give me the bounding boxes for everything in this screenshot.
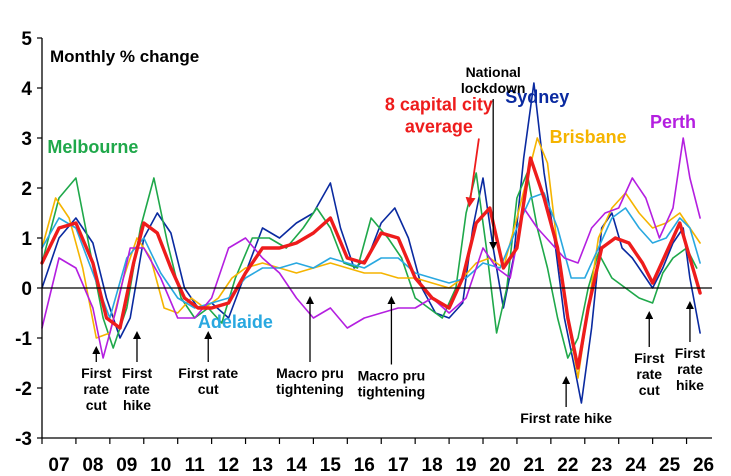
x-tick-label: 22	[557, 455, 578, 476]
annotation-label-line: tightening	[276, 381, 344, 397]
y-tick-label: 4	[21, 79, 32, 100]
annotation-label-line: First	[81, 365, 112, 381]
series-layer	[40, 82, 702, 404]
annotation-label-line: hike	[676, 377, 704, 393]
series-line-brisbane	[41, 137, 701, 379]
series-label-line: average	[405, 117, 473, 137]
annotation-label: First rate hike	[520, 410, 612, 426]
annotation-label-line: hike	[123, 397, 151, 413]
x-tick-label: 16	[354, 455, 375, 476]
series-label-sydney: Sydney	[505, 87, 569, 107]
annotation-label: First rate cut	[81, 365, 112, 413]
x-tick-label: 07	[48, 455, 69, 476]
series-label-adelaide: Adelaide	[198, 312, 273, 332]
x-tick-label: 10	[150, 455, 171, 476]
x-tick-label: 24	[625, 455, 647, 476]
y-tick-label: 1	[21, 229, 32, 250]
annotation-label-line: Macro pru	[276, 365, 344, 381]
y-tick-label: 5	[21, 29, 32, 50]
label-layer: Melbourne Sydney Brisbane Perth Adelaide 8 ca…	[47, 87, 696, 332]
x-tick-label: 12	[218, 455, 239, 476]
annotation-label-line: rate	[636, 366, 662, 382]
annotation-label: National lockdown	[461, 64, 526, 96]
x-tick-label: 23	[591, 455, 612, 476]
annotation-label-line: cut	[198, 381, 219, 397]
annotation-label-line: National	[466, 64, 521, 80]
y-tick-label: -3	[15, 429, 32, 450]
x-tick-label: 11	[185, 455, 206, 476]
series-label-line: Brisbane	[550, 127, 627, 147]
series-label-line: Perth	[650, 112, 696, 132]
annotation-label: First rate cut	[178, 365, 238, 397]
series-label-melbourne: Melbourne	[47, 137, 138, 157]
x-tick-label: 15	[320, 455, 342, 476]
x-tick-label: 17	[388, 455, 409, 476]
annotation-label: First rate hike	[675, 345, 706, 393]
annotation-label-line: tightening	[358, 384, 426, 400]
annotation-label-line: Macro pru	[358, 368, 426, 384]
series-line-adelaide	[41, 192, 701, 319]
x-tick-label: 18	[422, 455, 443, 476]
x-tick-label: 14	[286, 455, 308, 476]
chart-title: Monthly % change	[50, 47, 199, 66]
annotation-label-line: rate	[83, 381, 109, 397]
x-tick-label: 09	[116, 455, 137, 476]
x-tick-label: 13	[252, 455, 273, 476]
x-tick-label: 26	[693, 455, 714, 476]
annotation-label: Macro pru tightening	[276, 365, 344, 397]
y-tick-label: -2	[15, 379, 32, 400]
annotation-label-line: First	[675, 345, 706, 361]
y-tick-label: 3	[21, 129, 32, 150]
annotation-label: Macro pru tightening	[358, 368, 426, 400]
annotation-label-line: rate	[677, 361, 703, 377]
series-label-brisbane: Brisbane	[550, 127, 627, 147]
annotation-label-line: rate	[124, 381, 150, 397]
x-tick-label: 25	[659, 455, 681, 476]
series-line-perth	[41, 137, 701, 359]
annotation-label-line: lockdown	[461, 80, 526, 96]
annotation-label-line: First	[634, 350, 665, 366]
y-tick-label: 0	[21, 279, 32, 300]
series-label-8-capital-city-average: 8 capital city average	[385, 95, 493, 137]
annotation-label-line: First rate	[178, 365, 238, 381]
x-tick-label: 08	[82, 455, 103, 476]
series-line-8-capital-city-average	[40, 156, 702, 370]
annotation-label-line: cut	[639, 382, 660, 398]
series-label-arrow	[465, 138, 480, 208]
annotation-label-line: First rate hike	[520, 410, 612, 426]
annotation-label-line: cut	[86, 397, 107, 413]
x-tick-label: 19	[455, 455, 476, 476]
series-label-line: 8 capital city	[385, 95, 493, 115]
annotation-label: First rate cut	[634, 350, 665, 398]
x-tick-label: 21	[523, 455, 545, 476]
x-tick-label: 20	[489, 455, 510, 476]
y-tick-label: -1	[15, 329, 32, 350]
annotation-label: First rate hike	[122, 365, 153, 413]
series-label-line: Melbourne	[47, 137, 138, 157]
series-label-perth: Perth	[650, 112, 696, 132]
annotation-label-line: First	[122, 365, 153, 381]
y-tick-label: 2	[21, 179, 32, 200]
series-label-line: Adelaide	[198, 312, 273, 332]
series-label-line: Sydney	[505, 87, 569, 107]
